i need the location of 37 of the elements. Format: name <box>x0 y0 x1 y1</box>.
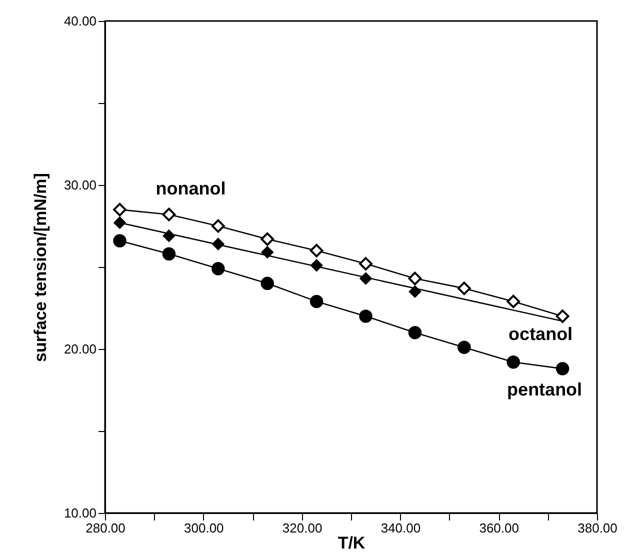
y-tick-label: 30.00 <box>64 178 96 192</box>
y-tick-label: 10.00 <box>64 506 96 520</box>
point <box>359 310 372 323</box>
series-label: octanol <box>508 324 573 344</box>
y-tick-label: 20.00 <box>64 342 96 356</box>
x-tick-label: 380.00 <box>578 520 618 536</box>
point <box>261 246 274 258</box>
series-label: pentanol <box>507 380 582 400</box>
x-tick-label: 300.00 <box>184 520 224 536</box>
point <box>458 340 471 354</box>
point <box>506 294 520 308</box>
point <box>260 232 274 246</box>
point <box>162 208 176 222</box>
point <box>310 294 324 308</box>
point <box>359 257 372 270</box>
x-tick-label: 320.00 <box>282 520 322 536</box>
point <box>408 326 422 340</box>
point <box>113 234 126 248</box>
point <box>506 356 520 369</box>
x-tick-label: 340.00 <box>380 520 421 536</box>
point <box>408 272 422 286</box>
x-axis-title: T/K <box>338 534 366 552</box>
point <box>556 362 570 376</box>
y-tick-label: 40.00 <box>64 14 96 28</box>
x-tick-label: 280.00 <box>86 520 126 536</box>
point <box>113 202 126 216</box>
point <box>211 219 225 233</box>
point <box>212 262 225 276</box>
point <box>556 310 570 323</box>
x-tick-label: 360.00 <box>479 520 519 536</box>
point <box>260 276 274 290</box>
point <box>162 247 176 260</box>
point <box>310 244 324 258</box>
point <box>408 285 422 298</box>
series-label: nonanol <box>156 178 226 199</box>
point <box>457 282 471 296</box>
y-axis-title: surface tension/[mN/m] <box>30 173 50 362</box>
